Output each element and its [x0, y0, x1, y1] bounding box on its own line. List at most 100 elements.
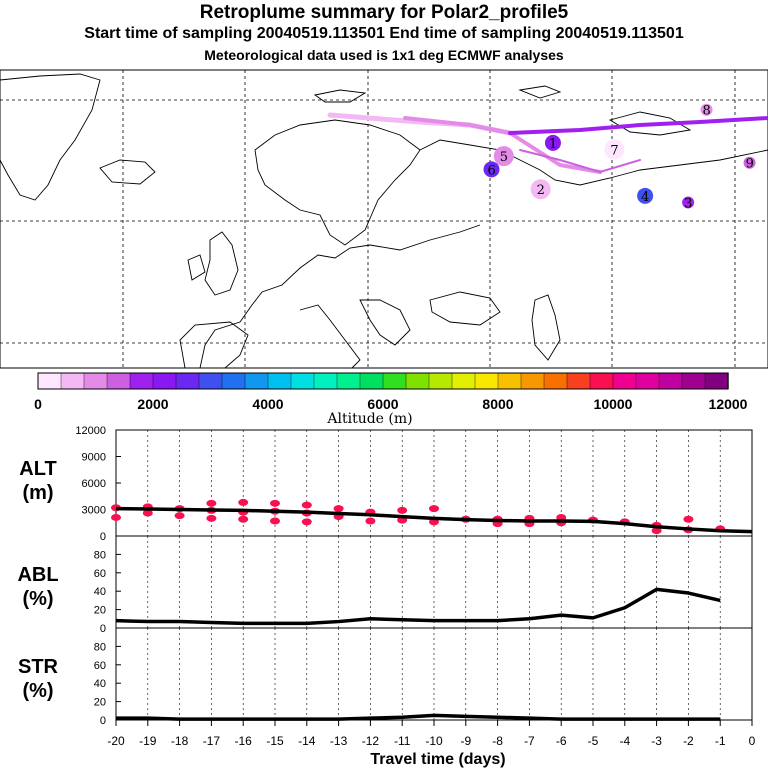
panel-str: 0 20 40 60 80 STR(%)	[18, 627, 753, 727]
altitude-colorbar: 0 2000 4000 6000 8000 10000 12000 Altitude (m)	[34, 372, 748, 427]
x-tick-label: -18	[171, 734, 189, 748]
y-tick-label: 60	[94, 568, 106, 580]
colorbar-cell	[221, 372, 246, 390]
plume-dot	[700, 103, 713, 116]
colorbar-cell	[658, 372, 683, 390]
met-data-note: Meteorological data used is 1x1 deg ECMW…	[204, 47, 564, 63]
y-tick-label: 9000	[82, 452, 106, 464]
colorbar-tick-label: 10000	[594, 396, 633, 412]
plume-label: 5	[500, 150, 508, 165]
plume-label: 2	[537, 183, 545, 198]
data-point	[683, 515, 694, 523]
colorbar-cell	[566, 372, 591, 390]
panel-ylabel-unit: (%)	[22, 680, 53, 702]
colorbar-cell	[681, 372, 706, 390]
plume-paths	[327, 112, 768, 174]
panel-ylabel-name: ABL	[17, 564, 58, 586]
colorbar-cell	[175, 372, 200, 390]
travel-time-axis: -20 -19 -18 -17 -16 -15 -14 -13 -12 -11 -10 -9 -8 -7-…	[107, 720, 756, 768]
data-point	[270, 517, 280, 525]
x-tick-label: -5	[588, 734, 599, 748]
y-tick-label: 80	[94, 641, 106, 653]
panel-ylabel-unit: (m)	[22, 482, 53, 504]
x-tick-label: -2	[683, 734, 694, 748]
x-tick-label: -6	[556, 734, 567, 748]
chart-title: Retroplume summary for Polar2_profile5	[199, 2, 569, 23]
panel-abl: 0 20 40 60 80 ABL(%)	[17, 535, 753, 635]
plume-label: 9	[746, 157, 754, 172]
colorbar-tick-label: 8000	[482, 396, 513, 412]
x-tick-label: -12	[362, 734, 380, 748]
colorbar-cell	[635, 372, 660, 390]
x-tick-label: -11	[394, 734, 411, 748]
data-point	[206, 499, 217, 507]
y-tick-label: 80	[94, 549, 106, 561]
x-tick-label: -20	[107, 734, 125, 748]
colorbar-cell	[359, 372, 384, 390]
colorbar-tick-label: 4000	[252, 396, 283, 412]
colorbar-frame	[37, 372, 729, 390]
panel-ylabel-name: STR	[18, 656, 59, 678]
coastlines	[0, 73, 768, 369]
plume-label: 7	[610, 143, 618, 158]
data-point	[365, 517, 376, 525]
plume-dot	[544, 134, 561, 151]
plume-dot	[483, 161, 500, 178]
colorbar-cell	[474, 372, 499, 390]
x-tick-label: -4	[619, 734, 630, 748]
x-tick-label: -13	[330, 734, 348, 748]
plume-dot	[530, 179, 551, 200]
data-point	[238, 515, 249, 523]
plume-dot	[493, 146, 514, 167]
plume-label: 1	[549, 137, 557, 152]
data-point	[651, 527, 662, 535]
colorbar-cell	[589, 372, 614, 390]
data-point	[333, 505, 344, 513]
plume-numbers: 8 1 7 9 6 2 3 4 5	[488, 104, 754, 212]
colorbar-cell	[106, 372, 131, 390]
y-tick-label: 0	[100, 715, 106, 727]
x-axis-title: Travel time (days)	[370, 751, 505, 768]
x-tick-label: -3	[651, 734, 662, 748]
plume-dot	[743, 156, 756, 169]
data-point	[270, 499, 280, 507]
x-tick-label: -10	[425, 734, 443, 748]
plume-label: 4	[641, 190, 649, 205]
x-tick-label: -16	[235, 734, 253, 748]
y-tick-label: 3000	[82, 505, 106, 517]
y-tick-label: 40	[94, 586, 106, 598]
x-tick-label: -1	[715, 734, 726, 748]
colorbar-cell	[83, 372, 108, 390]
y-tick-label: 40	[94, 678, 106, 690]
colorbar-cell	[129, 372, 154, 390]
plume-label: 3	[684, 196, 692, 211]
x-tick-label: -19	[139, 734, 157, 748]
colorbar-cell	[520, 372, 545, 390]
colorbar-cell	[405, 372, 430, 390]
data-point	[206, 514, 217, 522]
data-point	[111, 513, 121, 521]
data-point	[556, 513, 567, 521]
y-tick-label: 20	[94, 605, 106, 617]
series-line	[116, 713, 721, 721]
y-tick-label: 0	[100, 531, 106, 543]
sampling-times: Start time of sampling 20040519.113501 E…	[84, 25, 684, 42]
x-tick-label: -15	[266, 734, 284, 748]
map-panel: 8 1 7 9 6 2 3 4 5	[0, 69, 768, 369]
plume-dot	[637, 187, 654, 204]
colorbar-cell	[428, 372, 453, 390]
colorbar-cell	[451, 372, 476, 390]
colorbar-cell	[612, 372, 637, 390]
data-point	[174, 512, 185, 520]
colorbar-cell	[382, 372, 407, 390]
colorbar-tick-label: 6000	[367, 396, 398, 412]
colorbar-cell	[37, 372, 62, 390]
y-tick-label: 20	[94, 697, 106, 709]
y-tick-label: 6000	[82, 478, 106, 490]
x-tick-label: -14	[298, 734, 316, 748]
x-tick-label: -9	[460, 734, 471, 748]
colorbar-cell	[244, 372, 269, 390]
colorbar-cell	[290, 372, 315, 390]
plume-dot	[604, 139, 625, 160]
plume-label: 6	[488, 163, 496, 178]
